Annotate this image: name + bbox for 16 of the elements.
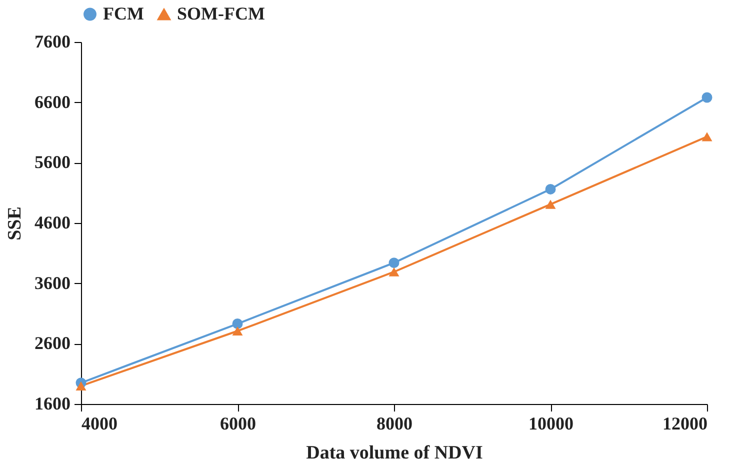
y-tick-label: 6600 bbox=[34, 92, 70, 112]
y-tick-label: 5600 bbox=[34, 152, 70, 172]
y-tick-label: 4600 bbox=[34, 212, 70, 232]
y-tick-label: 1600 bbox=[34, 394, 70, 414]
x-axis-title: Data volume of NDVI bbox=[306, 442, 483, 464]
legend-label: SOM-FCM bbox=[177, 4, 265, 24]
y-tick-label: 7600 bbox=[34, 32, 70, 52]
y-tick-label: 3600 bbox=[34, 272, 70, 293]
x-tick-label: 6000 bbox=[220, 414, 256, 434]
y-axis-title: SSE bbox=[4, 206, 26, 240]
x-tick-label: 10000 bbox=[528, 414, 574, 434]
y-tick-label: 2600 bbox=[34, 333, 70, 354]
x-tick-label: 8000 bbox=[376, 414, 412, 434]
legend-label: FCM bbox=[103, 3, 144, 24]
x-tick-label: 4000 bbox=[82, 414, 118, 434]
x-tick-label: 12000 bbox=[662, 414, 708, 434]
